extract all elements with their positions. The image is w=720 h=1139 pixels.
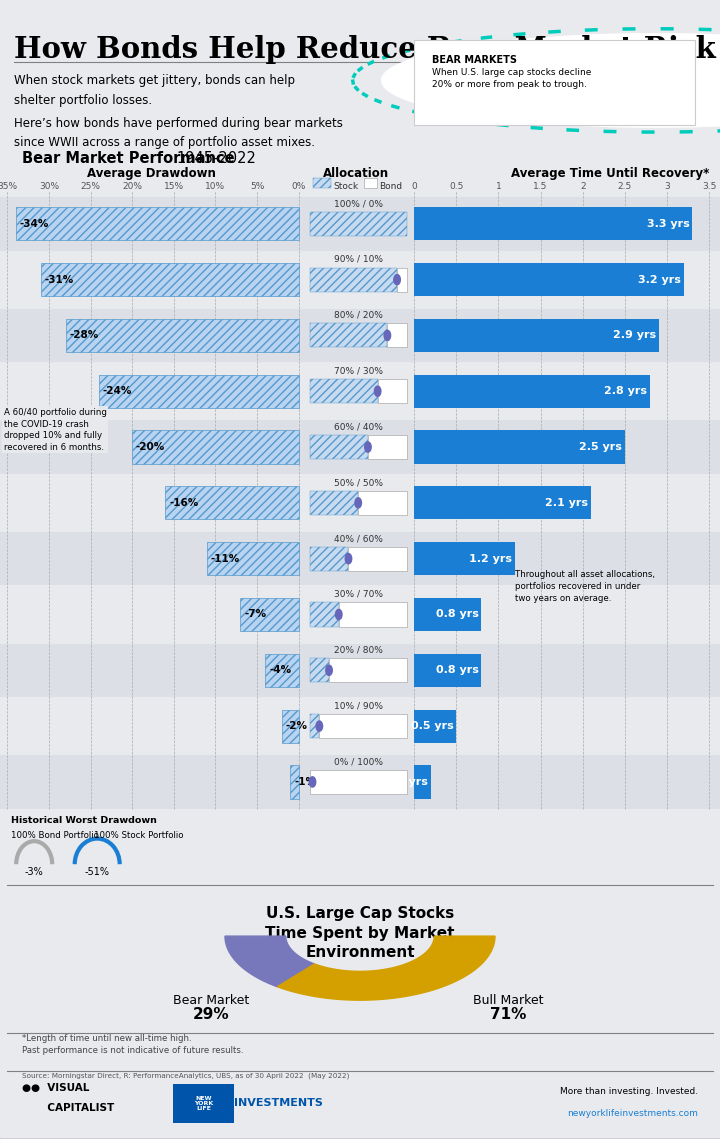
Text: since WWII across a range of portfolio asset mixes.: since WWII across a range of portfolio a… [14, 136, 315, 149]
Text: -31%: -31% [44, 274, 73, 285]
Text: -1%: -1% [294, 777, 316, 787]
Text: Historical Worst Drawdown: Historical Worst Drawdown [11, 816, 157, 825]
Text: 1: 1 [495, 182, 501, 191]
Text: newyorklifeinvestments.com: newyorklifeinvestments.com [567, 1108, 698, 1117]
Text: 3.5: 3.5 [702, 182, 716, 191]
Text: IN A: IN A [647, 76, 664, 85]
Text: Stock: Stock [333, 182, 359, 191]
Text: 0.5: 0.5 [449, 182, 464, 191]
Polygon shape [225, 936, 315, 986]
Text: MARKETS: MARKETS [629, 58, 682, 68]
Text: Bear Market: Bear Market [174, 993, 250, 1007]
Text: -11%: -11% [211, 554, 240, 564]
Text: When stock markets get jittery, bonds can help: When stock markets get jittery, bonds ca… [14, 74, 295, 88]
Text: 60% / 40%: 60% / 40% [334, 423, 383, 432]
Text: Here’s how bonds have performed during bear markets: Here’s how bonds have performed during b… [14, 117, 343, 130]
Text: 30% / 70%: 30% / 70% [334, 590, 383, 599]
Text: 35%: 35% [0, 182, 17, 191]
Text: 5%: 5% [250, 182, 264, 191]
Text: How Bonds Help Reduce Bear Market Risk: How Bonds Help Reduce Bear Market Risk [14, 35, 716, 64]
Text: -16%: -16% [169, 498, 198, 508]
Text: When U.S. large cap stocks decline
20% or more from peak to trough.: When U.S. large cap stocks decline 20% o… [432, 68, 591, 89]
FancyBboxPatch shape [173, 1083, 234, 1123]
Text: 20% / 80%: 20% / 80% [334, 646, 383, 655]
Text: 0% / 100%: 0% / 100% [334, 757, 383, 767]
Text: 30%: 30% [39, 182, 59, 191]
Text: 0%: 0% [292, 182, 306, 191]
Text: Source: Morningstar Direct, R: PerformanceAnalytics, UBS, as of 30 April 2022  (: Source: Morningstar Direct, R: Performan… [22, 1073, 349, 1080]
Text: -34%: -34% [19, 219, 48, 229]
Text: MINUTE: MINUTE [634, 92, 677, 103]
Text: 0.2 yrs: 0.2 yrs [385, 777, 428, 787]
Text: Bear Market Performance: Bear Market Performance [22, 151, 239, 166]
Text: 25%: 25% [81, 182, 101, 191]
Text: -2%: -2% [286, 721, 307, 731]
Text: More than investing. ​Invested.: More than investing. ​Invested. [560, 1087, 698, 1096]
Text: -24%: -24% [102, 386, 132, 396]
Text: Allocation: Allocation [323, 167, 390, 180]
Text: 1945-2022: 1945-2022 [176, 151, 256, 166]
Text: 15%: 15% [163, 182, 184, 191]
Text: 0: 0 [411, 182, 417, 191]
Text: 20%: 20% [122, 182, 142, 191]
Text: 80% / 20%: 80% / 20% [334, 311, 383, 320]
Text: 2.5 yrs: 2.5 yrs [579, 442, 622, 452]
Text: shelter portfolio losses.: shelter portfolio losses. [14, 93, 153, 107]
Text: Throughout all asset allocations,
portfolios recovered in under
two years on ave: Throughout all asset allocations, portfo… [515, 571, 654, 603]
Text: A 60/40 portfolio during
the COVID-19 crash
dropped 10% and fully
recovered in 6: A 60/40 portfolio during the COVID-19 cr… [4, 408, 107, 452]
Text: 10% / 90%: 10% / 90% [334, 702, 383, 711]
Text: -28%: -28% [69, 330, 99, 341]
Text: -20%: -20% [136, 442, 165, 452]
Text: -51%: -51% [85, 867, 109, 877]
Text: 10%: 10% [205, 182, 225, 191]
Text: 3.2 yrs: 3.2 yrs [638, 274, 681, 285]
Text: Average Drawdown: Average Drawdown [87, 167, 215, 180]
Text: -4%: -4% [269, 665, 291, 675]
Text: 0.8 yrs: 0.8 yrs [436, 609, 479, 620]
Text: NEW
YORK
LIFE: NEW YORK LIFE [194, 1096, 213, 1112]
Text: 90% / 10%: 90% / 10% [334, 255, 383, 264]
Text: 100% Bond Portfolio: 100% Bond Portfolio [11, 831, 99, 841]
Text: 100% Stock Portfolio: 100% Stock Portfolio [94, 831, 183, 841]
Text: 2.1 yrs: 2.1 yrs [545, 498, 588, 508]
Text: 2.5: 2.5 [618, 182, 632, 191]
Text: 3: 3 [664, 182, 670, 191]
Text: 0.5 yrs: 0.5 yrs [410, 721, 454, 731]
Text: CAPITALIST: CAPITALIST [22, 1104, 114, 1113]
Text: 2: 2 [580, 182, 585, 191]
Text: 1.5: 1.5 [534, 182, 548, 191]
Text: U.S. Large Cap Stocks
Time Spent by Market
Environment: U.S. Large Cap Stocks Time Spent by Mark… [265, 906, 455, 960]
Text: ●●  VISUAL: ●● VISUAL [22, 1083, 89, 1092]
Text: 0.8 yrs: 0.8 yrs [436, 665, 479, 675]
Text: Bull Market: Bull Market [473, 993, 544, 1007]
Text: -7%: -7% [244, 609, 266, 620]
Text: 3.3 yrs: 3.3 yrs [647, 219, 690, 229]
Text: 50% / 50%: 50% / 50% [334, 478, 383, 487]
Text: *Length of time until new all-time high.
Past performance is not indicative of f: *Length of time until new all-time high.… [22, 1034, 243, 1055]
Text: 1.2 yrs: 1.2 yrs [469, 554, 513, 564]
Text: 70% / 30%: 70% / 30% [334, 367, 383, 376]
Text: 100% / 0%: 100% / 0% [334, 199, 383, 208]
Text: Bond: Bond [379, 182, 402, 191]
Text: BEAR MARKETS: BEAR MARKETS [432, 55, 517, 65]
Text: Average Time Until Recovery*: Average Time Until Recovery* [510, 167, 709, 180]
Text: 2.9 yrs: 2.9 yrs [613, 330, 656, 341]
Text: 2.8 yrs: 2.8 yrs [604, 386, 647, 396]
Circle shape [382, 34, 720, 128]
Text: 29%: 29% [193, 1007, 230, 1022]
Text: 40% / 60%: 40% / 60% [334, 534, 383, 543]
Text: INVESTMENTS: INVESTMENTS [234, 1098, 323, 1108]
Polygon shape [277, 936, 495, 1000]
Text: -3%: -3% [24, 867, 44, 877]
Text: 71%: 71% [490, 1007, 527, 1022]
